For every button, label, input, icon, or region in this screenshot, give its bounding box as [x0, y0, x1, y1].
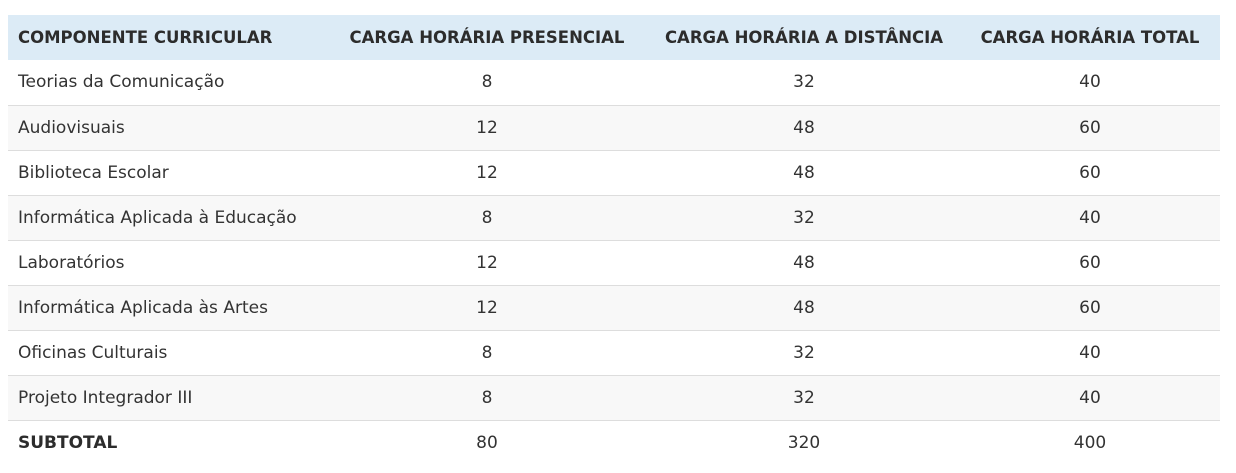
table-row: Teorias da Comunicação 8 32 40	[8, 60, 1220, 105]
cell-presencial: 8	[481, 207, 493, 228]
header-carga-total: CARGA HORÁRIA TOTAL	[980, 28, 1200, 47]
table-row: Informática Aplicada à Educação 8 32 40	[8, 195, 1220, 240]
cell-presencial: 12	[476, 117, 498, 138]
table-row: Biblioteca Escolar 12 48 60	[8, 150, 1220, 195]
subtotal-label: SUBTOTAL	[18, 432, 118, 453]
cell-componente: Projeto Integrador III	[18, 387, 193, 408]
cell-distancia: 32	[793, 342, 815, 363]
cell-total: 40	[1079, 342, 1101, 363]
cell-distancia: 48	[793, 117, 815, 138]
curriculum-workload-table-container: COMPONENTE CURRICULAR CARGA HORÁRIA PRES…	[8, 15, 1220, 465]
cell-componente: Audiovisuais	[18, 117, 125, 138]
header-row: COMPONENTE CURRICULAR CARGA HORÁRIA PRES…	[8, 15, 1220, 60]
table-row: Projeto Integrador III 8 32 40	[8, 375, 1220, 420]
cell-total: 60	[1079, 117, 1101, 138]
cell-presencial: 8	[481, 387, 493, 408]
cell-componente: Informática Aplicada às Artes	[18, 297, 268, 318]
curriculum-workload-table: COMPONENTE CURRICULAR CARGA HORÁRIA PRES…	[8, 15, 1220, 465]
cell-distancia: 32	[793, 72, 815, 93]
subtotal-row: SUBTOTAL 80 320 400	[8, 420, 1220, 465]
cell-componente: Oficinas Culturais	[18, 342, 168, 363]
cell-componente: Biblioteca Escolar	[18, 162, 169, 183]
subtotal-presencial: 80	[476, 432, 498, 453]
cell-total: 40	[1079, 72, 1101, 93]
table-row: Oficinas Culturais 8 32 40	[8, 330, 1220, 375]
table-row: Laboratórios 12 48 60	[8, 240, 1220, 285]
cell-total: 40	[1079, 207, 1101, 228]
cell-presencial: 12	[476, 162, 498, 183]
cell-presencial: 12	[476, 297, 498, 318]
cell-componente: Informática Aplicada à Educação	[18, 207, 297, 228]
cell-total: 40	[1079, 387, 1101, 408]
cell-presencial: 8	[481, 342, 493, 363]
cell-distancia: 48	[793, 297, 815, 318]
table-body: Teorias da Comunicação 8 32 40 Audiovisu…	[8, 60, 1220, 465]
cell-componente: Teorias da Comunicação	[18, 72, 225, 93]
cell-distancia: 48	[793, 162, 815, 183]
cell-total: 60	[1079, 297, 1101, 318]
header-componente-curricular: COMPONENTE CURRICULAR	[18, 28, 273, 47]
table-row: Informática Aplicada às Artes 12 48 60	[8, 285, 1220, 330]
table-row: Audiovisuais 12 48 60	[8, 105, 1220, 150]
table-header: COMPONENTE CURRICULAR CARGA HORÁRIA PRES…	[8, 15, 1220, 60]
cell-componente: Laboratórios	[18, 252, 125, 273]
cell-distancia: 32	[793, 387, 815, 408]
subtotal-total: 400	[1073, 432, 1107, 453]
cell-total: 60	[1079, 162, 1101, 183]
header-carga-presencial: CARGA HORÁRIA PRESENCIAL	[349, 28, 625, 47]
subtotal-distancia: 320	[787, 432, 821, 453]
cell-distancia: 32	[793, 207, 815, 228]
cell-presencial: 12	[476, 252, 498, 273]
cell-presencial: 8	[481, 72, 493, 93]
cell-distancia: 48	[793, 252, 815, 273]
cell-total: 60	[1079, 252, 1101, 273]
header-carga-distancia: CARGA HORÁRIA A DISTÂNCIA	[664, 28, 944, 47]
